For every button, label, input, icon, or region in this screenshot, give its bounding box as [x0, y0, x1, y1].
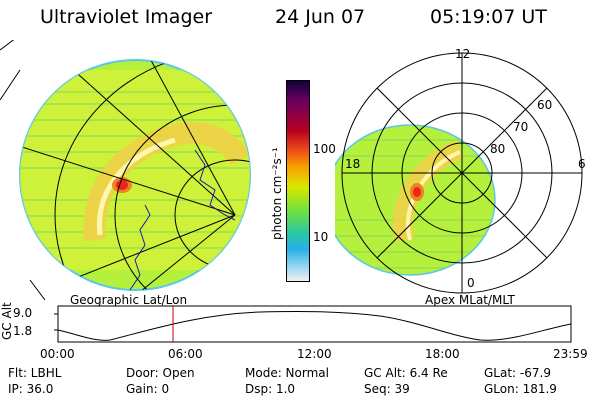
mlat-label-60: 60 — [537, 98, 553, 112]
polar-map-label: Apex MLat/MLT — [425, 293, 515, 307]
mlat-label-70: 70 — [513, 120, 529, 134]
ip-info: IP: 36.0 — [8, 382, 54, 396]
seq-info: Seq: 39 — [364, 382, 410, 396]
mlt-label-6: 6 — [578, 157, 586, 171]
geographic-image — [0, 40, 251, 300]
mode-info: Mode: Normal — [245, 366, 329, 380]
observation-time: 05:19:07 UT — [430, 6, 547, 28]
geo-map-label: Geographic Lat/Lon — [70, 293, 188, 307]
time-tick-1: 06:00 — [168, 347, 203, 361]
colorbar-tick-10: 10 — [313, 230, 329, 244]
altitude-plot — [54, 305, 572, 343]
observation-date: 24 Jun 07 — [275, 6, 366, 28]
mlt-label-18: 18 — [345, 157, 361, 171]
altitude-curve — [57, 310, 572, 341]
dsp-info: Dsp: 1.0 — [245, 382, 296, 396]
colorbar — [286, 80, 310, 282]
filter-info: Flt: LBHL — [8, 366, 62, 380]
polar-image — [335, 52, 583, 294]
time-tick-3: 18:00 — [425, 347, 460, 361]
colorbar-label: photon cm⁻²s⁻¹ — [270, 147, 284, 240]
mlat-label-80: 80 — [490, 142, 506, 156]
mlt-label-12: 12 — [455, 47, 471, 61]
time-tick-2: 12:00 — [297, 347, 332, 361]
time-tick-0: 00:00 — [40, 347, 75, 361]
gain-info: Gain: 0 — [126, 382, 170, 396]
door-info: Door: Open — [126, 366, 195, 380]
colorbar-tick-100: 100 — [313, 142, 336, 156]
mlt-label-0: 0 — [467, 276, 475, 290]
time-tick-4: 23:59 — [553, 347, 588, 361]
gc-alt-info: GC Alt: 6.4 Re — [364, 366, 448, 380]
glat-info: GLat: -67.9 — [484, 366, 551, 380]
altitude-ymin: 1.8 — [13, 324, 33, 338]
glon-info: GLon: 181.9 — [484, 382, 557, 396]
altitude-ymax: 9.0 — [13, 306, 33, 320]
instrument-title: Ultraviolet Imager — [40, 6, 213, 28]
